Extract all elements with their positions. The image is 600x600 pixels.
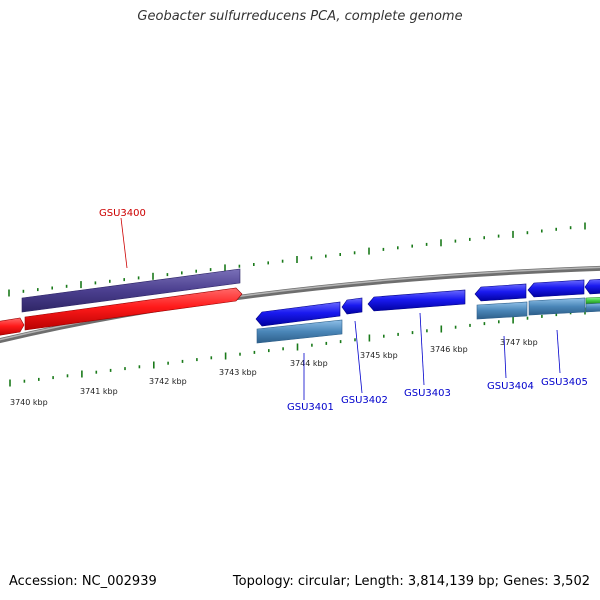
gene-arrow-right-fragment[interactable] xyxy=(584,279,600,295)
genome-backbone xyxy=(0,265,600,344)
genome-backbone-highlight xyxy=(0,266,600,341)
ruler-label-3747: 3747 kbp xyxy=(500,338,538,347)
gene-leader-GSU3405 xyxy=(556,329,561,374)
gene-arrow-GSU3402[interactable] xyxy=(341,297,363,315)
map-title: Geobacter sulfurreducens PCA, complete g… xyxy=(137,9,463,24)
gene-label-GSU3405[interactable]: GSU3405 xyxy=(541,377,588,388)
misc-feature-green[interactable] xyxy=(585,297,600,305)
gene-arrow-GSU3400-feature[interactable] xyxy=(21,268,241,313)
gene-leader-GSU3400 xyxy=(120,217,128,269)
gene-label-GSU3400[interactable]: GSU3400 xyxy=(99,208,146,219)
misc-feature-steel-right[interactable] xyxy=(585,303,600,313)
ruler-label-3745: 3745 kbp xyxy=(360,351,398,360)
gene-arrow-GSU3400[interactable] xyxy=(24,287,243,331)
gene-arrow-GSU3403[interactable] xyxy=(367,289,466,312)
ruler-label-3744: 3744 kbp xyxy=(290,359,328,368)
gene-arrow-GSU3404[interactable] xyxy=(474,283,527,302)
ruler-label-3743: 3743 kbp xyxy=(219,368,257,377)
accession-text: Accession: NC_002939 xyxy=(9,574,157,589)
gene-label-GSU3403[interactable]: GSU3403 xyxy=(404,388,451,399)
gene-leader-GSU3402 xyxy=(354,320,363,394)
ruler-ticks-upper xyxy=(8,222,586,297)
ruler-label-3740: 3740 kbp xyxy=(10,398,48,407)
ruler-label-3746: 3746 kbp xyxy=(430,345,468,354)
gene-label-GSU3404[interactable]: GSU3404 xyxy=(487,381,534,392)
genome-stats-text: Topology: circular; Length: 3,814,139 bp… xyxy=(232,574,590,589)
gene-arrow-GSU3401[interactable] xyxy=(255,301,341,327)
ruler-label-3742: 3742 kbp xyxy=(149,377,187,386)
gene-arrow-GSU3404-feature[interactable] xyxy=(476,301,528,320)
gene-label-GSU3401[interactable]: GSU3401 xyxy=(287,402,334,413)
gene-label-GSU3402[interactable]: GSU3402 xyxy=(341,395,388,406)
ruler-label-3741: 3741 kbp xyxy=(80,387,118,396)
gene-arrow-GSU3405-feature[interactable] xyxy=(528,297,586,316)
gene-arrow-GSU3405[interactable] xyxy=(527,279,585,298)
gene-leader-GSU3403 xyxy=(419,312,425,386)
gene-arrow-GSU3401-feature[interactable] xyxy=(256,319,343,344)
gene-arrow-left-fragment[interactable] xyxy=(0,317,25,336)
gene-leader-GSU3404 xyxy=(503,335,507,379)
